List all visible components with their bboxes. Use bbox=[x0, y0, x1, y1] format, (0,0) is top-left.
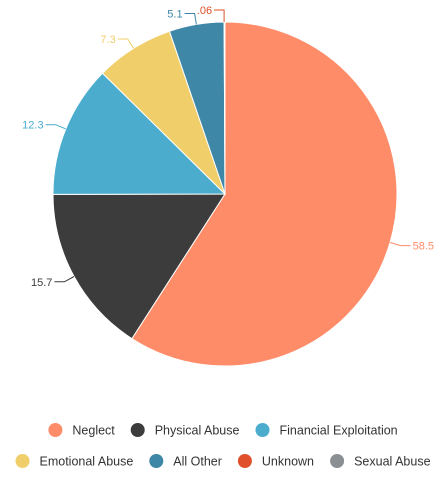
legend-label: Neglect bbox=[72, 424, 115, 438]
label-connector-emotional-abuse bbox=[117, 38, 135, 49]
label-connector-financial-exploitation bbox=[45, 124, 66, 130]
legend-swatch bbox=[255, 423, 270, 437]
legend-swatch bbox=[15, 454, 30, 468]
legend-label: Unknown bbox=[262, 455, 314, 469]
pie-slice-neglect[interactable] bbox=[131, 21, 398, 367]
legend-swatch bbox=[149, 454, 164, 468]
legend-label: Sexual Abuse bbox=[354, 455, 430, 469]
label-connector-all-other bbox=[184, 13, 197, 25]
label-connector-physical-abuse bbox=[54, 276, 75, 283]
label-connector-unknown bbox=[214, 9, 225, 22]
legend-item-neglect[interactable]: Neglect bbox=[48, 423, 115, 438]
data-label-all-other: 5.1 bbox=[167, 9, 182, 21]
data-label-physical-abuse: 15.7 bbox=[31, 277, 52, 289]
legend-item-physical-abuse[interactable]: Physical Abuse bbox=[130, 423, 240, 438]
data-label-emotional-abuse: 7.3 bbox=[100, 34, 115, 46]
data-label-financial-exploitation: 12.3 bbox=[22, 120, 43, 132]
pie-slices bbox=[52, 21, 398, 367]
legend-swatch bbox=[130, 423, 145, 437]
legend-item-unknown[interactable]: Unknown bbox=[237, 454, 314, 469]
label-connector-neglect bbox=[389, 242, 411, 247]
legend-label: Financial Exploitation bbox=[280, 424, 398, 438]
legend-swatch bbox=[330, 454, 345, 468]
data-label-neglect: 58.5 bbox=[413, 241, 434, 253]
legend-swatch bbox=[237, 454, 252, 468]
data-label-unknown: .06 bbox=[197, 5, 212, 17]
legend-item-emotional-abuse[interactable]: Emotional Abuse bbox=[15, 454, 134, 469]
pie-slice-financial-exploitation[interactable] bbox=[52, 72, 227, 195]
pie-data-labels: 58.5 15.7 12.3 7.3 5.1 .06 bbox=[22, 5, 434, 289]
legend: Neglect Physical Abuse Financial Exploitat… bbox=[15, 423, 431, 469]
legend-item-financial-exploitation[interactable]: Financial Exploitation bbox=[255, 423, 398, 438]
legend-label: All Other bbox=[173, 455, 222, 469]
legend-label: Emotional Abuse bbox=[40, 455, 134, 469]
legend-swatch bbox=[48, 423, 63, 437]
legend-item-sexual-abuse[interactable]: Sexual Abuse bbox=[330, 454, 431, 469]
legend-label: Physical Abuse bbox=[155, 424, 240, 438]
legend-item-all-other[interactable]: All Other bbox=[149, 454, 222, 469]
